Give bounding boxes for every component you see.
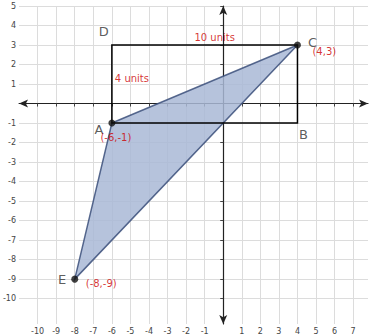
svg-text:10 units: 10 units xyxy=(194,32,235,43)
svg-text:-10: -10 xyxy=(31,327,44,335)
svg-text:3: 3 xyxy=(276,327,281,335)
svg-text:-1: -1 xyxy=(8,119,16,128)
svg-text:-5: -5 xyxy=(126,327,134,335)
svg-text:4: 4 xyxy=(11,21,16,30)
svg-text:-3: -3 xyxy=(164,327,172,335)
svg-text:-7: -7 xyxy=(8,236,16,245)
svg-text:-2: -2 xyxy=(182,327,190,335)
svg-text:-4: -4 xyxy=(8,177,16,186)
svg-text:6: 6 xyxy=(332,327,337,335)
svg-text:(-6,-1): (-6,-1) xyxy=(100,132,131,143)
svg-text:-6: -6 xyxy=(108,327,116,335)
svg-text:-9: -9 xyxy=(8,275,16,284)
svg-text:3: 3 xyxy=(11,41,16,50)
svg-text:1: 1 xyxy=(11,80,16,89)
svg-text:-8: -8 xyxy=(71,327,79,335)
svg-text:2: 2 xyxy=(258,327,263,335)
svg-text:(-8,-9): (-8,-9) xyxy=(86,278,117,289)
svg-text:4 units: 4 units xyxy=(115,73,149,84)
svg-text:D: D xyxy=(99,24,109,39)
svg-text:-8: -8 xyxy=(8,255,16,264)
svg-text:2: 2 xyxy=(11,60,16,69)
svg-text:4: 4 xyxy=(295,327,300,335)
svg-text:(4,3): (4,3) xyxy=(312,46,336,57)
svg-text:-4: -4 xyxy=(145,327,153,335)
svg-text:-3: -3 xyxy=(8,158,16,167)
svg-text:-1: -1 xyxy=(201,327,209,335)
svg-text:5: 5 xyxy=(313,327,318,335)
svg-text:-9: -9 xyxy=(52,327,60,335)
svg-text:-5: -5 xyxy=(8,197,16,206)
svg-text:E: E xyxy=(58,272,66,287)
svg-text:B: B xyxy=(299,127,308,142)
svg-text:-7: -7 xyxy=(89,327,97,335)
svg-text:-6: -6 xyxy=(8,216,16,225)
svg-text:C: C xyxy=(308,34,317,50)
svg-text:7: 7 xyxy=(351,327,356,335)
svg-text:1: 1 xyxy=(239,327,244,335)
svg-text:-2: -2 xyxy=(8,138,16,147)
svg-text:5: 5 xyxy=(11,2,16,11)
svg-text:A: A xyxy=(94,121,104,137)
svg-text:-10: -10 xyxy=(3,294,16,303)
